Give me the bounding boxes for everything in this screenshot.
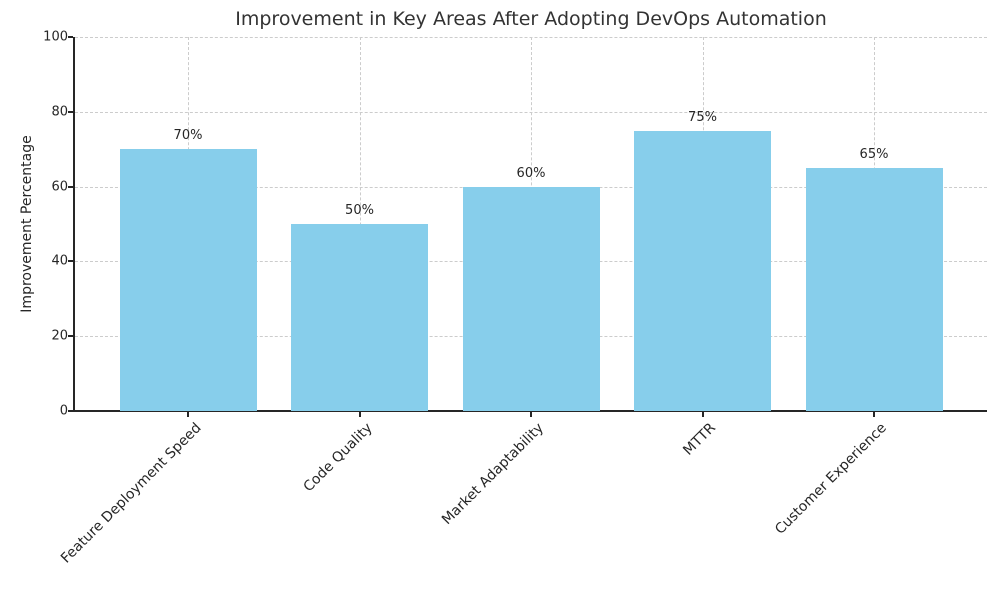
x-tick-label: Feature Deployment Speed [57, 420, 205, 567]
bar [634, 130, 771, 411]
bar [291, 224, 428, 411]
bar [462, 186, 600, 411]
x-tick-mark [358, 412, 361, 417]
y-axis-label: Improvement Percentage [19, 135, 35, 313]
bar-value-label: 75% [688, 109, 717, 125]
bar-value-label: 50% [345, 203, 374, 218]
y-tick-mark [68, 36, 73, 38]
y-tick-mark [68, 110, 73, 113]
y-tick-mark [68, 185, 73, 188]
y-tick-mark [68, 260, 73, 263]
chart-title: Improvement in Key Areas After Adopting … [235, 8, 827, 30]
x-tick-mark [873, 412, 875, 417]
y-tick-label: 100 [43, 29, 68, 45]
x-tick-label: Market Adaptability [439, 420, 548, 528]
x-tick-mark [701, 412, 704, 417]
bar [805, 167, 943, 411]
x-axis-line [73, 410, 987, 412]
y-tick-label: 40 [51, 253, 68, 269]
y-tick-label: 20 [51, 328, 68, 344]
y-tick-label: 60 [51, 179, 68, 195]
y-tick-mark [68, 410, 73, 412]
x-tick-label: MTTR [680, 420, 719, 459]
y-tick-label: 0 [59, 403, 68, 419]
x-tick-mark [187, 412, 189, 417]
bar [119, 149, 257, 411]
y-tick-label: 80 [51, 104, 68, 120]
bar-value-label: 60% [516, 165, 546, 181]
bar-value-label: 65% [859, 146, 889, 162]
y-tick-mark [68, 335, 73, 338]
bar-value-label: 70% [173, 128, 203, 144]
x-tick-label: Code Quality [300, 420, 376, 496]
x-tick-label: Customer Experience [772, 420, 891, 538]
x-tick-mark [530, 412, 532, 417]
y-axis-line [73, 37, 75, 412]
